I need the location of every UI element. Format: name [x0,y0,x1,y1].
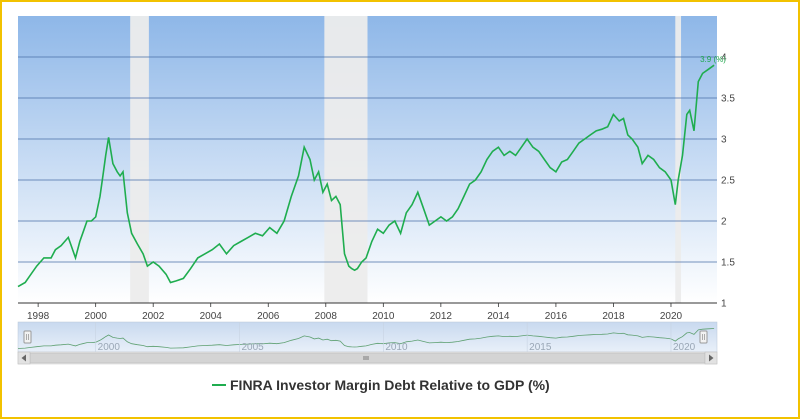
y-tick-label: 3 [721,135,727,146]
navigator-tick-label: 2000 [98,342,121,353]
y-axis: 1 1.5 2 2.5 3 3.5 4 [721,53,735,310]
x-tick-label: 1998 [27,311,50,322]
legend-item[interactable]: FINRA Investor Margin Debt Relative to G… [212,377,550,393]
navigator[interactable] [17,321,718,353]
x-axis: 1998 2000 2002 2004 2006 2008 2010 2012 2014 2016… [27,303,683,322]
x-tick-label: 2020 [660,311,683,322]
navigator-tick-label: 2005 [241,342,264,353]
legend-label: FINRA Investor Margin Debt Relative to G… [230,377,550,393]
series-line-margin-debt-gdp [17,64,715,288]
y-tick-label: 4 [721,53,727,64]
x-tick-label: 2018 [602,311,625,322]
x-tick-label: 2004 [200,311,223,322]
navigator-axis: 2000 2005 2010 2015 2020 [95,322,696,353]
y-tick-label: 1.5 [721,258,735,269]
gridlines [18,56,717,263]
recession-bands [130,16,682,303]
x-tick-label: 2016 [545,311,568,322]
navigator-series-line [17,328,715,349]
x-tick-label: 2012 [430,311,453,322]
y-tick-label: 3.5 [721,94,735,105]
navigator-tick-label: 2015 [529,342,552,353]
x-tick-label: 2002 [142,311,165,322]
navigator-left-handle[interactable] [23,330,32,344]
x-tick-label: 2010 [372,311,395,322]
x-tick-label: 2014 [487,311,510,322]
scrollbar[interactable] [17,351,718,365]
x-tick-label: 2006 [257,311,280,322]
arrow-right-icon [709,354,714,362]
y-tick-label: 1 [721,299,727,310]
navigator-tick-label: 2020 [673,342,696,353]
navigator-right-handle[interactable] [699,330,708,344]
x-tick-label: 2000 [85,311,108,322]
arrow-left-icon [21,354,26,362]
last-value-label: 3.9 (%) [700,55,726,64]
y-tick-label: 2 [721,217,727,228]
recession-band [324,16,368,303]
recession-band [130,16,149,303]
recession-band [675,16,682,303]
navigator-tick-label: 2010 [385,342,408,353]
y-tick-label: 2.5 [721,176,735,187]
scrollbar-thumb[interactable] [29,352,706,364]
x-tick-label: 2008 [315,311,338,322]
